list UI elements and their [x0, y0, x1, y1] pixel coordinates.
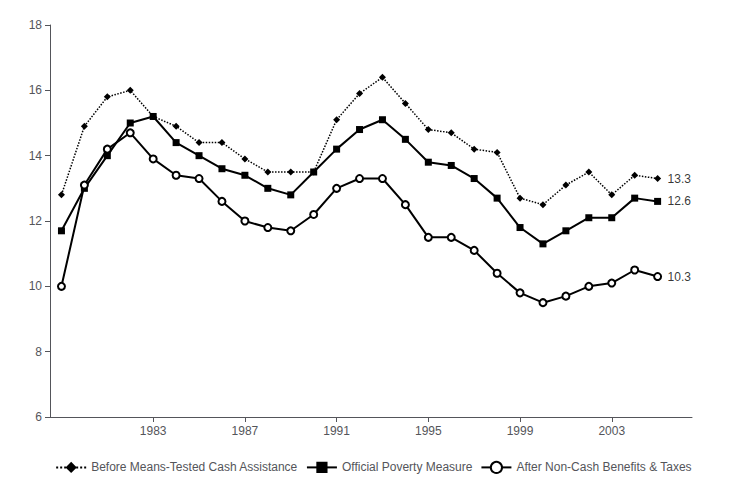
svg-text:1987: 1987 — [232, 424, 259, 438]
svg-text:Official Poverty Measure: Official Poverty Measure — [342, 460, 473, 474]
svg-text:14: 14 — [29, 149, 43, 163]
svg-text:8: 8 — [35, 345, 42, 359]
svg-text:1983: 1983 — [140, 424, 167, 438]
svg-text:16: 16 — [29, 83, 43, 97]
svg-text:2003: 2003 — [598, 424, 625, 438]
svg-text:10: 10 — [29, 279, 43, 293]
svg-text:1991: 1991 — [323, 424, 350, 438]
svg-text:1995: 1995 — [415, 424, 442, 438]
svg-text:12.6: 12.6 — [668, 194, 692, 208]
svg-text:10.3: 10.3 — [668, 270, 692, 284]
svg-text:6: 6 — [35, 410, 42, 424]
svg-text:18: 18 — [29, 18, 43, 32]
svg-text:13.3: 13.3 — [668, 172, 692, 186]
svg-text:After Non-Cash Benefits & Taxe: After Non-Cash Benefits & Taxes — [516, 460, 691, 474]
svg-text:12: 12 — [29, 214, 43, 228]
svg-text:1999: 1999 — [507, 424, 534, 438]
svg-text:Before Means-Tested Cash Assis: Before Means-Tested Cash Assistance — [91, 460, 297, 474]
